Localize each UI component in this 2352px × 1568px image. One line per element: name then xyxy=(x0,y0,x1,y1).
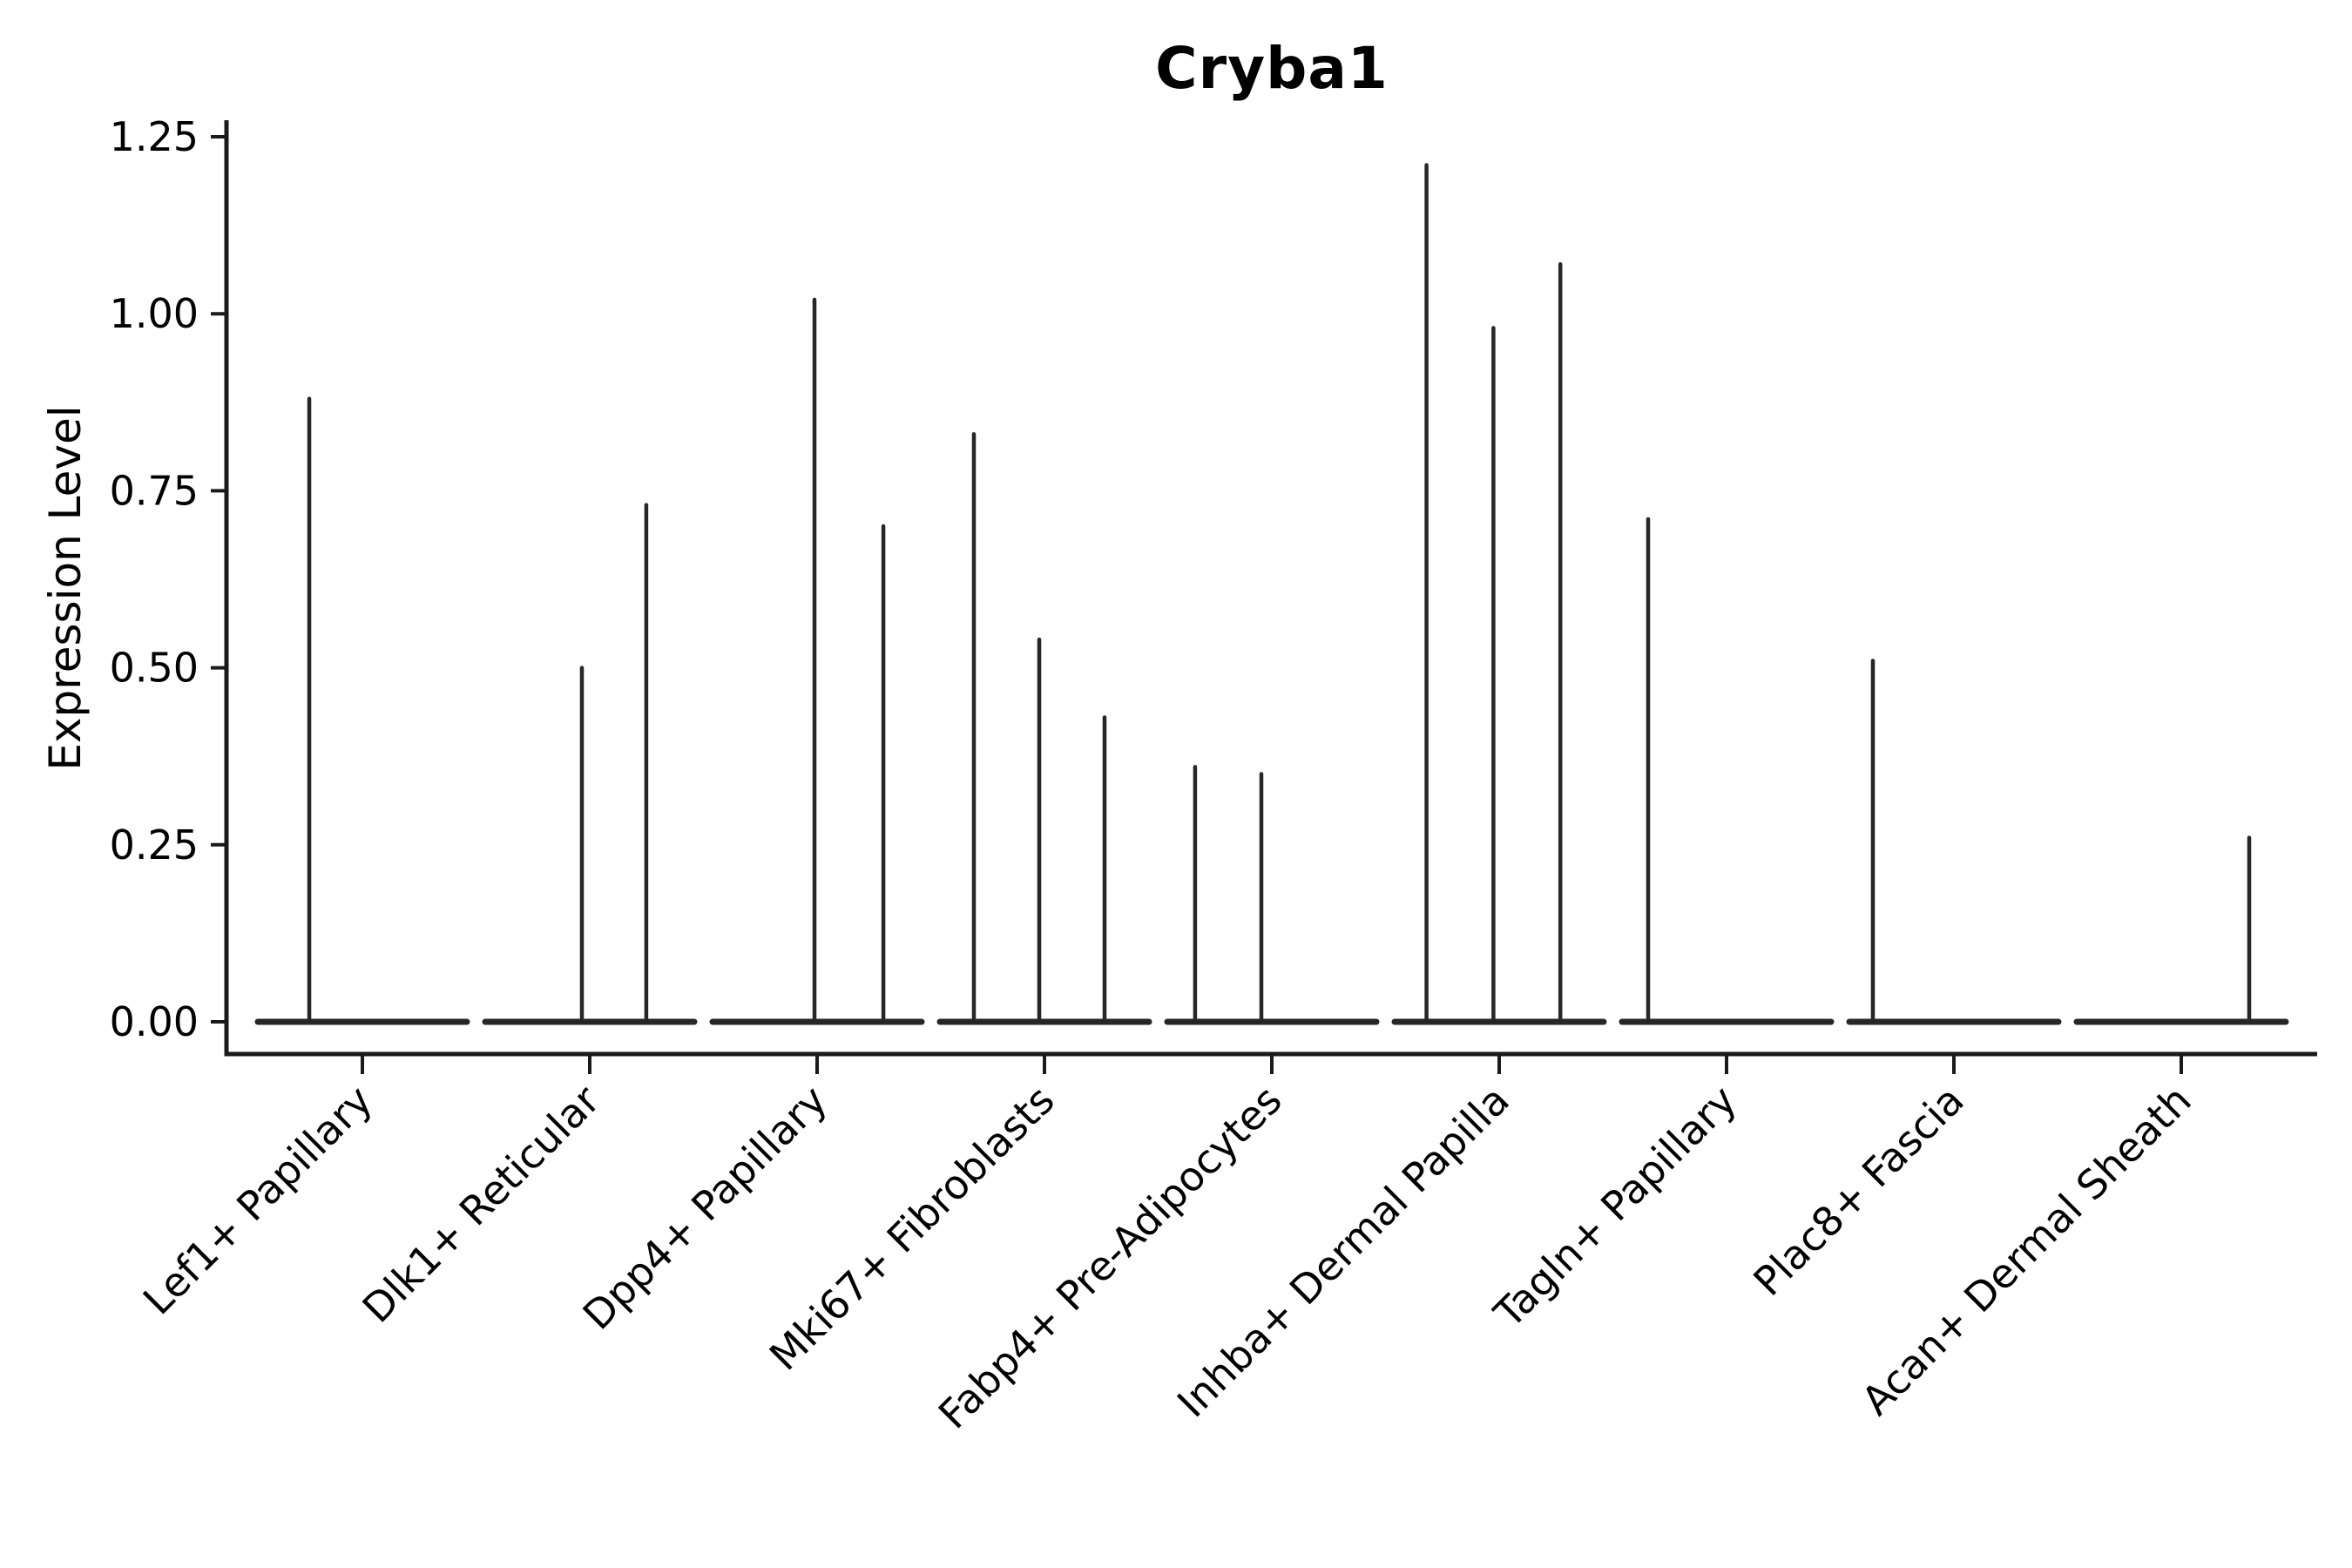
y-tick-label: 1.25 xyxy=(110,113,199,160)
x-tick-label: Dpp4+ Papillary xyxy=(574,1077,836,1339)
y-tick-label: 1.00 xyxy=(110,290,199,337)
x-tick-label: Lef1+ Papillary xyxy=(134,1077,382,1324)
x-tick-label: Tagln+ Papillary xyxy=(1484,1077,1746,1338)
x-tick-label: Dlk1+ Reticular xyxy=(354,1077,609,1332)
y-tick-label: 0.25 xyxy=(110,821,199,868)
y-tick-label: 0.50 xyxy=(110,645,199,692)
chart-title: Cryba1 xyxy=(1155,35,1389,102)
x-tick-label: Plac8+ Fascia xyxy=(1744,1077,1972,1305)
y-tick-label: 0.75 xyxy=(110,467,199,514)
y-tick-label: 0.00 xyxy=(110,998,199,1045)
y-axis-label: Expression Level xyxy=(40,405,91,771)
